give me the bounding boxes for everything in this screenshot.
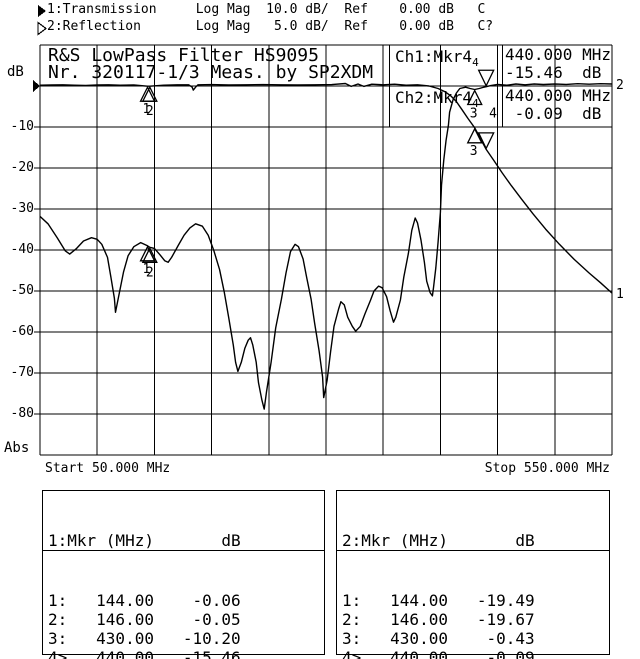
start-frequency-label: Start 50.000 MHz (45, 461, 171, 476)
ch1-marker-sub: 4 (472, 56, 479, 70)
marker-table-ch1: 1:Mkr (MHz) dB 1: 144.00 -0.06 2: 146.00 … (42, 490, 325, 659)
trace2-arrow-icon (37, 21, 47, 36)
trace1-active-arrow-icon (38, 5, 46, 17)
y-axis-label: -70 (10, 365, 34, 380)
marker-table-row: 3: 430.00 -0.43 (342, 629, 535, 648)
marker-table-row: 1: 144.00 -19.49 (342, 591, 535, 610)
ch1-marker-value: -15.46 dB (505, 63, 602, 82)
marker-table-row: 4> 440.00 -0.09 (342, 648, 535, 659)
marker-table-row: 1: 144.00 -0.06 (48, 591, 241, 610)
marker-2-1-icon (139, 245, 156, 262)
marker-2-3-icon (466, 89, 483, 106)
ch2-marker-text: Ch2:Mkr4 (395, 88, 473, 107)
marker-table-ch1-header: 1:Mkr (MHz) dB (43, 529, 324, 551)
readout-box-divider (502, 45, 503, 127)
marker-table-row: 2: 146.00 -19.67 (342, 610, 535, 629)
marker-table-ch1-body: 1: 144.00 -0.06 2: 146.00 -0.05 3: 430.00 … (43, 589, 324, 659)
marker-table-ch2: 2:Mkr (MHz) dB 1: 144.00 -19.49 2: 146.00… (336, 490, 610, 659)
ch2-marker-label: Ch2:Mkr44 (395, 88, 479, 111)
y-axis-unit: dB (7, 64, 24, 80)
trace-transmission (39, 82, 613, 294)
marker-1-2-icon (141, 85, 158, 102)
ref-level-arrow-icon (33, 80, 40, 92)
ch1-marker-label: Ch1:Mkr44 (395, 47, 479, 70)
marker-number-label: 2 (146, 265, 154, 280)
trace-end-label-1: 1 (616, 287, 624, 302)
marker-2-2-icon (141, 246, 158, 263)
y-axis-label: -60 (10, 324, 34, 339)
marker-2-4-active-icon (477, 69, 495, 88)
marker-table-ch2-body: 1: 144.00 -19.49 2: 146.00 -19.67 3: 430.0… (337, 589, 609, 659)
marker-number-label: 2 (146, 104, 154, 119)
y-axis-label: -20 (10, 160, 34, 175)
ch2-marker-freq: 440.000 MHz (505, 86, 611, 105)
trace-reflection (39, 82, 613, 410)
stop-frequency-label: Stop 550.000 MHz (484, 461, 610, 476)
marker-number-label: 3 (470, 107, 478, 122)
marker-number-label: 3 (470, 144, 478, 159)
readout-box-left-border (389, 45, 390, 127)
marker-table-row: 4> 440.00 -15.46 (48, 648, 241, 659)
y-axis-label: -10 (10, 119, 34, 134)
ch1-marker-text: Ch1:Mkr4 (395, 47, 473, 66)
marker-number-label: 4 (489, 106, 497, 121)
marker-1-3-icon (466, 127, 483, 144)
marker-table-ch2-header: 2:Mkr (MHz) dB (337, 529, 609, 551)
ch1-marker-freq: 440.000 MHz (505, 45, 611, 64)
plot-title-line2: Nr. 320117-1/3 Meas. by SP2XDM (48, 62, 374, 83)
trace-end-label-2: 2 (616, 78, 624, 93)
marker-table-row: 3: 430.00 -10.20 (48, 629, 241, 648)
y-axis-bottom-label: Abs (4, 440, 30, 456)
y-axis-label: -40 (10, 242, 34, 257)
y-axis-label: -30 (10, 201, 34, 216)
marker-table-row: 2: 146.00 -0.05 (48, 610, 241, 629)
trace1-status-line: 1:Transmission Log Mag 10.0 dB/ Ref 0.00… (47, 2, 486, 17)
marker-1-1-icon (139, 85, 156, 102)
ch2-marker-value: -0.09 dB (505, 104, 602, 123)
trace2-status-line: 2:Reflection Log Mag 5.0 dB/ Ref 0.00 dB… (47, 19, 494, 34)
y-axis-label: -50 (10, 283, 34, 298)
plot-title-line1: R&S LowPass Filter HS9095 (48, 45, 319, 66)
marker-number-label: 1 (143, 102, 151, 117)
marker-number-label: 1 (143, 262, 151, 277)
y-axis-label: -80 (10, 406, 34, 421)
marker-1-4-active-icon (477, 132, 495, 150)
ch2-marker-sub: 4 (472, 97, 479, 111)
